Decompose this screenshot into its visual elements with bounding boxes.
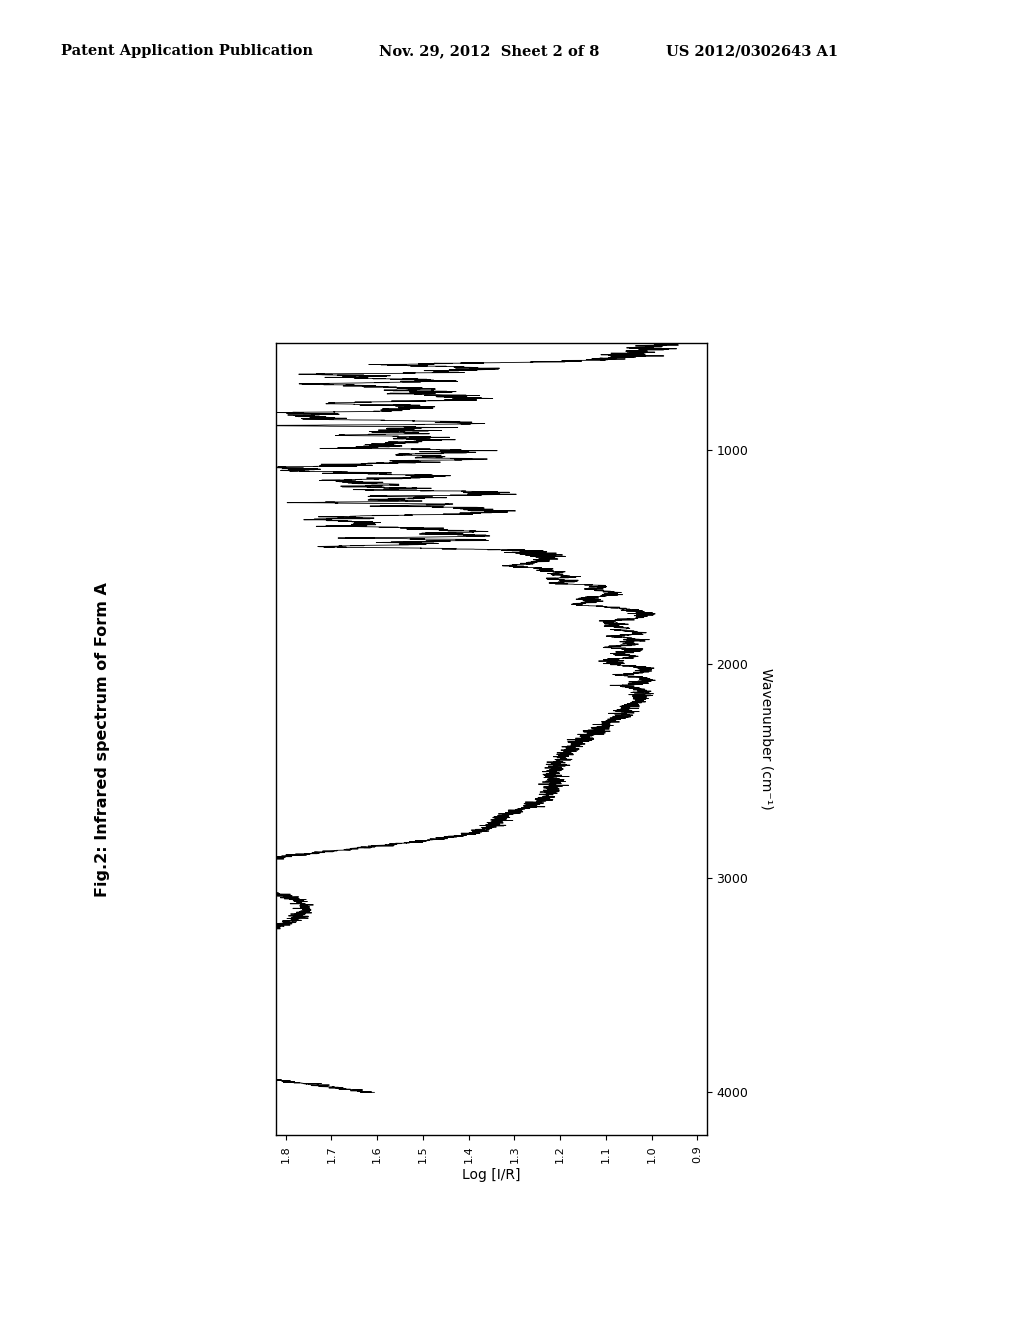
- Text: Nov. 29, 2012  Sheet 2 of 8: Nov. 29, 2012 Sheet 2 of 8: [379, 45, 599, 58]
- Text: Patent Application Publication: Patent Application Publication: [61, 45, 313, 58]
- Y-axis label: Wavenumber (cm⁻¹): Wavenumber (cm⁻¹): [759, 668, 773, 810]
- Text: US 2012/0302643 A1: US 2012/0302643 A1: [666, 45, 838, 58]
- Text: Fig.2: Infrared spectrum of Form A: Fig.2: Infrared spectrum of Form A: [95, 582, 110, 896]
- X-axis label: Log [I/R]: Log [I/R]: [462, 1168, 521, 1183]
